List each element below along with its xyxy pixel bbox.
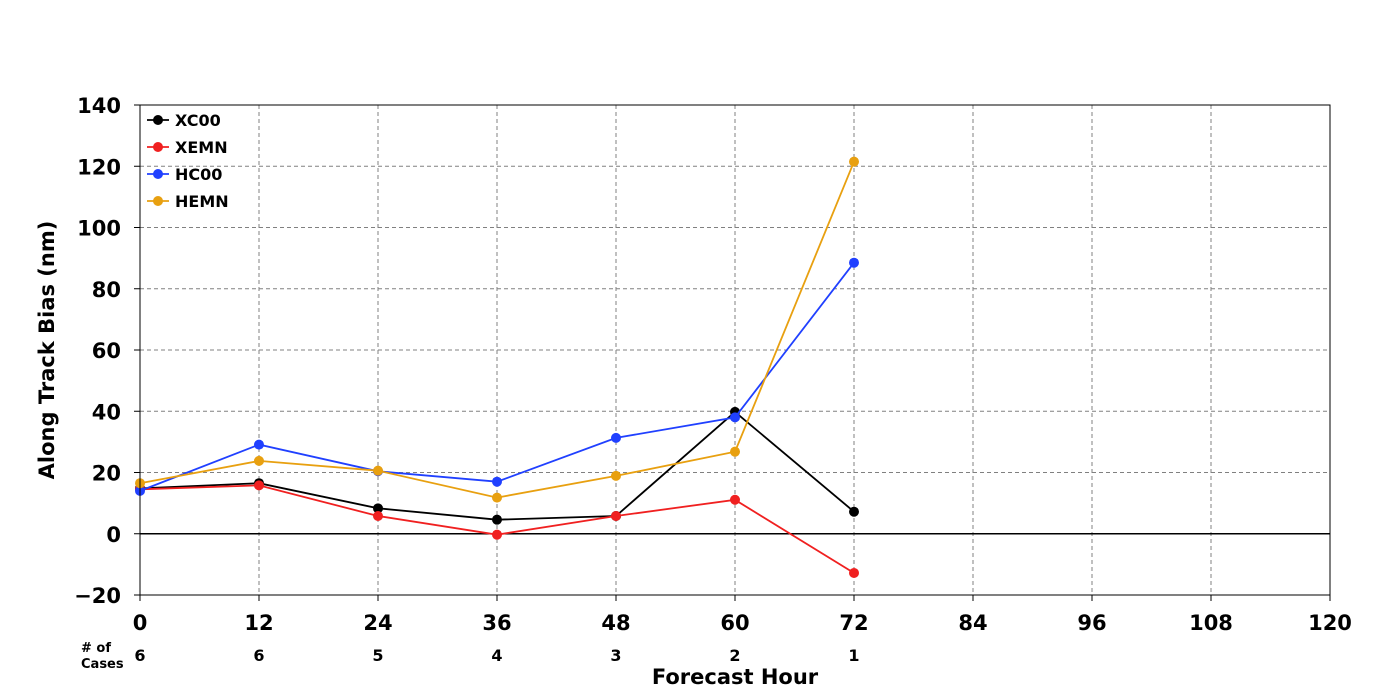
legend-label: XEMN [175, 138, 228, 157]
legend-label: HEMN [175, 192, 229, 211]
x-tick-label: 36 [482, 611, 511, 635]
y-tick-label: −20 [74, 584, 121, 608]
legend-marker [153, 115, 163, 125]
case-count: 6 [253, 646, 264, 665]
data-point-xemn [254, 480, 264, 491]
data-point-hc00 [492, 476, 502, 487]
y-axis-label: Along Track Bias (nm) [35, 221, 59, 480]
x-tick-label: 24 [363, 611, 392, 635]
cases-label: # of [81, 641, 111, 656]
series-layer [135, 156, 859, 578]
x-tick-label: 0 [133, 611, 148, 635]
cases-label: Cases [81, 657, 124, 672]
data-point-hemn [849, 156, 859, 167]
data-point-xc00 [849, 506, 859, 517]
data-point-hemn [611, 470, 621, 481]
data-point-hemn [373, 465, 383, 476]
y-tick-label: 20 [92, 462, 121, 486]
y-tick-label: 140 [77, 94, 121, 118]
data-point-xemn [730, 494, 740, 505]
y-tick-label: 60 [92, 339, 121, 363]
case-count: 4 [491, 646, 502, 665]
case-count: 5 [372, 646, 383, 665]
case-count: 3 [610, 646, 621, 665]
case-count: 2 [729, 646, 740, 665]
y-tick-label: 80 [92, 278, 121, 302]
y-tick-label: 100 [77, 217, 121, 241]
y-tick-label: 120 [77, 155, 121, 179]
legend-marker [153, 169, 163, 179]
legend-marker [153, 142, 163, 152]
x-tick-label: 120 [1308, 611, 1352, 635]
y-tick-label: 0 [106, 523, 121, 547]
x-tick-label: 48 [601, 611, 630, 635]
data-point-xemn [849, 567, 859, 578]
data-point-xemn [373, 510, 383, 521]
x-tick-label: 96 [1077, 611, 1106, 635]
axes: 0 12 24 36 48 60 72 84 96 108 120 −20 0 20 40 60 80 100 12… [74, 94, 1352, 635]
x-tick-label: 60 [720, 611, 749, 635]
x-tick-label: 84 [958, 611, 987, 635]
data-point-hc00 [730, 412, 740, 423]
data-point-xc00 [492, 514, 502, 525]
data-point-hemn [730, 446, 740, 457]
data-point-hc00 [254, 439, 264, 450]
legend-label: HC00 [175, 165, 222, 184]
x-tick-label: 72 [839, 611, 868, 635]
y-tick-label: 40 [92, 400, 121, 424]
legend-label: XC00 [175, 111, 221, 130]
x-axis-label: Forecast Hour [652, 665, 819, 689]
legend: XC00 XEMN HC00 HEMN [147, 111, 229, 211]
case-count: 6 [134, 646, 145, 665]
data-point-hemn [254, 455, 264, 466]
data-point-hc00 [611, 432, 621, 443]
data-point-hc00 [849, 257, 859, 268]
data-point-xemn [492, 529, 502, 540]
case-count: 1 [848, 646, 859, 665]
data-point-xc00 [373, 503, 383, 514]
legend-marker [153, 196, 163, 206]
x-tick-label: 108 [1189, 611, 1233, 635]
x-tick-label: 12 [244, 611, 273, 635]
data-point-xemn [611, 510, 621, 521]
data-point-hemn [492, 492, 502, 503]
